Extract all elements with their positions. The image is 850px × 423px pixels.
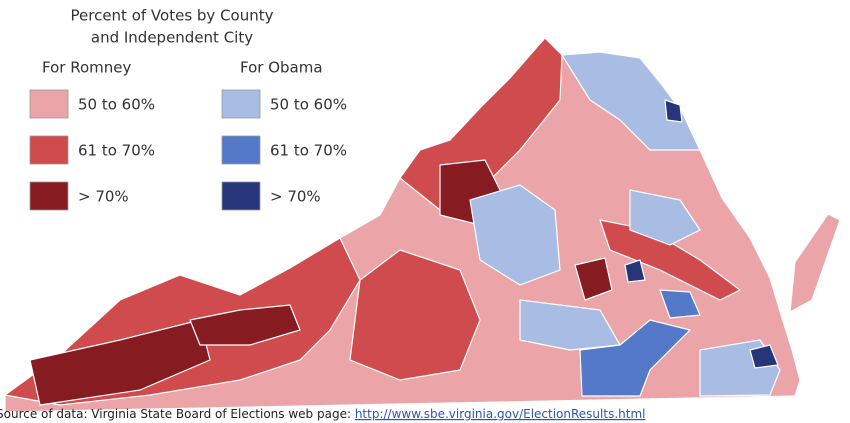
region — [629, 189, 701, 246]
region — [659, 289, 701, 319]
region — [664, 99, 683, 123]
legend: 50 to 60% 61 to 70% > 70% 50 to 60% 61 to 70… — [29, 89, 347, 211]
legend-swatch — [29, 181, 69, 211]
region — [349, 249, 481, 381]
legend-swatch — [221, 135, 261, 165]
region — [29, 319, 211, 406]
legend-swatch — [221, 89, 261, 119]
legend-swatch — [29, 135, 69, 165]
legend-label: 61 to 70% — [270, 142, 347, 160]
legend-label: 50 to 60% — [270, 96, 347, 114]
region — [624, 259, 646, 283]
title-line: and Independent City — [91, 29, 253, 47]
map — [4, 37, 841, 413]
region — [189, 304, 301, 346]
legend-heading: For Obama — [240, 59, 323, 77]
region — [519, 299, 621, 351]
region — [561, 51, 701, 151]
legend-swatch — [29, 89, 69, 119]
source-text: Source of data: Virginia State Board of … — [0, 407, 355, 421]
source-link[interactable]: http://www.sbe.virginia.gov/ElectionResu… — [355, 407, 646, 421]
region — [574, 257, 613, 301]
legend-label: 50 to 60% — [78, 96, 155, 114]
legend-swatch — [221, 181, 261, 211]
legend-label: > 70% — [270, 188, 321, 206]
region — [789, 213, 841, 313]
source-note: Source of data: Virginia State Board of … — [0, 407, 645, 421]
region — [579, 319, 691, 397]
legend-heading: For Romney — [42, 59, 131, 77]
legend-label: 61 to 70% — [78, 142, 155, 160]
title-line: Percent of Votes by County — [71, 7, 274, 25]
region — [749, 344, 779, 369]
region — [469, 184, 561, 286]
legend-label: > 70% — [78, 188, 129, 206]
